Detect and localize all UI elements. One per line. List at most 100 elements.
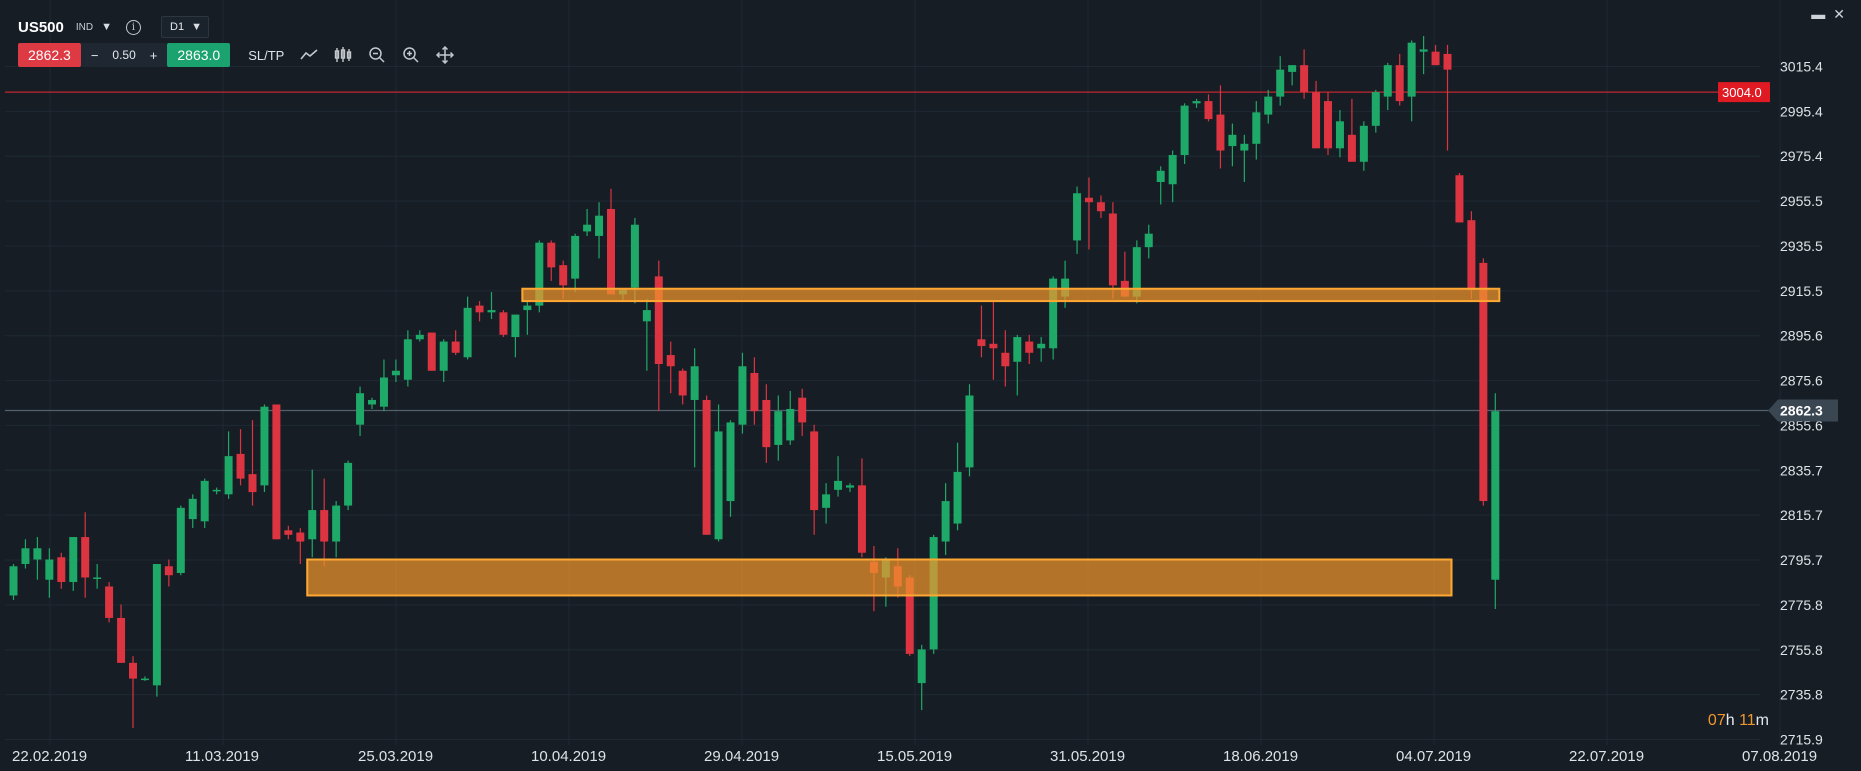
zoom-out-icon[interactable] (368, 46, 386, 64)
support-zone (306, 558, 1453, 597)
candle-down (857, 485, 866, 553)
candle-up (344, 462, 353, 506)
candle-up (1156, 170, 1165, 182)
minimize-icon[interactable]: ▬ (1811, 6, 1826, 22)
trade-bar: 2862.3 − 0.50 + 2863.0 SL/TP (18, 43, 455, 67)
candle-down (1085, 197, 1093, 203)
candle-up (1407, 42, 1416, 97)
y-tick-label: 2815.7 (1780, 507, 1823, 523)
timeframe-select[interactable]: D1 ▼ (161, 16, 209, 38)
info-icon[interactable]: i (126, 19, 141, 35)
zoom-in-icon[interactable] (402, 46, 420, 64)
candle-up (1168, 155, 1177, 185)
candle-up (391, 370, 400, 376)
candle-up (786, 408, 795, 441)
x-tick-label: 31.05.2019 (1050, 748, 1125, 765)
resistance-zone (521, 287, 1501, 303)
chart-type-icon[interactable] (300, 46, 318, 64)
candle-down (296, 532, 305, 542)
candle-up (1180, 105, 1189, 156)
candle-down (1096, 202, 1105, 212)
y-tick-label: 2775.8 (1780, 597, 1823, 613)
instrument-type-label: IND (75, 21, 94, 33)
candle-up (1013, 337, 1022, 362)
candle-up (630, 224, 639, 288)
chart-header: US500 IND ▼ i D1 ▼ (18, 16, 209, 38)
candle-up (535, 242, 544, 306)
candle-down (475, 305, 484, 313)
candle-down (1347, 134, 1356, 162)
candle-down (905, 577, 914, 654)
candle-down (1312, 92, 1321, 149)
candle-down (547, 242, 556, 268)
candle-up (1335, 121, 1344, 149)
candle-down (499, 312, 508, 335)
candle-down (272, 404, 281, 540)
candle-up (642, 310, 651, 322)
candle-up (523, 305, 532, 311)
y-tick-label: 2735.8 (1780, 687, 1823, 703)
candle-down (798, 397, 807, 423)
close-icon[interactable]: ✕ (1833, 6, 1845, 22)
y-tick-label: 2915.5 (1780, 283, 1823, 299)
candle-up (1264, 96, 1273, 115)
candle-up (45, 559, 54, 580)
candle-down (1108, 213, 1117, 286)
candle-up (714, 431, 723, 540)
candle-down (451, 341, 460, 353)
candle-up (822, 494, 831, 508)
candle-up (415, 334, 424, 340)
x-tick-label: 22.07.2019 (1569, 748, 1644, 765)
candle-up (834, 480, 843, 490)
candle-down (1001, 352, 1010, 367)
candle-up (1383, 65, 1392, 97)
candle-down (129, 662, 137, 679)
y-tick-label: 2995.4 (1780, 103, 1823, 119)
decrease-lot-button[interactable]: − (90, 47, 99, 63)
candle-up (379, 377, 388, 407)
candle-up (738, 366, 747, 425)
buy-button[interactable]: 2863.0 (167, 43, 231, 67)
candle-up (463, 307, 472, 358)
candle-up (846, 485, 854, 488)
sltp-button[interactable]: SL/TP (248, 47, 285, 63)
indicators-icon[interactable] (334, 46, 352, 64)
symbol-label[interactable]: US500 (18, 18, 64, 36)
y-tick-label: 2795.7 (1780, 552, 1823, 568)
x-tick-label: 07.08.2019 (1742, 748, 1817, 765)
candle-up (93, 577, 102, 579)
candle-down (117, 617, 126, 663)
current-price-label: 2862.3 (1780, 403, 1823, 419)
candle-up (1228, 134, 1237, 147)
candle-down (989, 343, 998, 349)
candle-down (702, 399, 711, 535)
candle-down (810, 431, 819, 511)
candle-up (1061, 278, 1070, 297)
increase-lot-button[interactable]: + (149, 47, 158, 63)
lot-value[interactable]: 0.50 (112, 48, 136, 62)
y-tick-label: 2895.6 (1780, 328, 1823, 344)
countdown-hours: 07 (1707, 712, 1726, 729)
sell-button[interactable]: 2862.3 (18, 43, 81, 67)
candle-down (654, 276, 663, 365)
candle-up (1491, 411, 1500, 580)
x-tick-label: 29.04.2019 (704, 748, 779, 765)
candle-down (427, 332, 436, 371)
candle-down (666, 355, 675, 367)
candle-up (33, 548, 42, 560)
candle-up (188, 498, 197, 520)
symbol-dropdown-icon[interactable]: ▼ (101, 21, 112, 33)
candle-up (356, 393, 365, 425)
candle-up (583, 224, 592, 232)
candle-down (1204, 101, 1213, 120)
candle-down (1431, 51, 1440, 66)
lot-stepper[interactable]: − 0.50 + (80, 43, 168, 67)
x-tick-label: 22.02.2019 (12, 748, 87, 765)
candle-up (1371, 92, 1380, 126)
candle-up (176, 507, 185, 573)
crosshair-icon[interactable] (436, 46, 455, 64)
candle-down (762, 399, 771, 448)
x-tick-label: 11.03.2019 (185, 748, 259, 765)
candle-down (164, 566, 173, 576)
